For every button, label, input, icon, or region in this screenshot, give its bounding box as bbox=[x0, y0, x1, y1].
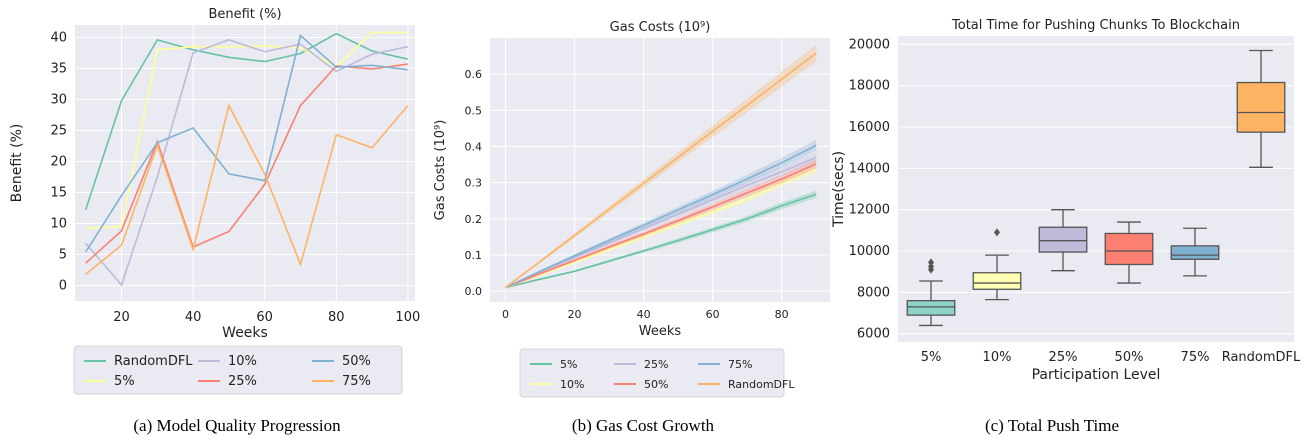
y-tick-label: 0.2 bbox=[465, 213, 483, 226]
y-tick-label: 0.1 bbox=[465, 249, 483, 262]
series-line bbox=[505, 168, 817, 289]
legend-label: RandomDFL bbox=[728, 378, 795, 391]
box-body bbox=[1236, 81, 1286, 133]
legend-label: 50% bbox=[644, 378, 668, 391]
legend-label: 10% bbox=[560, 378, 584, 391]
box-flier bbox=[928, 258, 934, 267]
x-tick-label: 10% bbox=[983, 350, 1012, 365]
series-line bbox=[84, 32, 408, 211]
y-axis-label: Benefit (%) bbox=[9, 124, 25, 203]
box-body bbox=[972, 272, 1022, 290]
x-tick-label: 40 bbox=[637, 308, 651, 321]
chart-2: (b) Gas Cost Growth Gas Costs (10⁹) 0.0 0.1… bbox=[433, 20, 830, 435]
y-tick-label: 35 bbox=[50, 61, 67, 76]
y-tick-label: 25 bbox=[50, 123, 67, 138]
legend-label: RandomDFL bbox=[114, 354, 193, 369]
y-tick-label: 40 bbox=[50, 30, 67, 45]
series-line bbox=[505, 193, 817, 289]
series-line bbox=[505, 163, 817, 289]
chart-caption: (a) Model Quality Progression bbox=[133, 416, 341, 435]
y-tick-label: 0.6 bbox=[465, 68, 483, 81]
chart-title: Total Time for Pushing Chunks To Blockch… bbox=[951, 18, 1240, 33]
series-band bbox=[505, 159, 817, 288]
x-tick-label: 25% bbox=[1049, 350, 1078, 365]
plot-area bbox=[898, 36, 1294, 342]
x-tick-label: 80 bbox=[328, 310, 345, 325]
chart-caption: (b) Gas Cost Growth bbox=[572, 416, 715, 435]
y-tick-label: 20 bbox=[50, 154, 67, 169]
box-body bbox=[1038, 226, 1088, 253]
x-axis-label: Weeks bbox=[222, 325, 268, 341]
x-tick-label: 100 bbox=[395, 310, 420, 325]
legend-label: 25% bbox=[644, 358, 668, 371]
chart-title: Benefit (%) bbox=[208, 7, 281, 22]
series-line bbox=[85, 63, 408, 264]
x-tick-label: 20 bbox=[113, 310, 130, 325]
x-tick-label: RandomDFL bbox=[1222, 350, 1301, 365]
x-tick-label: 50% bbox=[1115, 350, 1144, 365]
x-tick-label: 75% bbox=[1181, 350, 1210, 365]
y-tick-label: 6000 bbox=[857, 327, 890, 342]
y-tick-label: 18000 bbox=[849, 79, 890, 94]
x-tick-label: 40 bbox=[185, 310, 202, 325]
legend-label: 50% bbox=[342, 354, 371, 369]
y-tick-label: 0.0 bbox=[465, 285, 483, 298]
x-tick-label: 60 bbox=[706, 308, 720, 321]
x-tick-label: 80 bbox=[775, 308, 789, 321]
box-flier bbox=[928, 262, 934, 271]
y-tick-label: 14000 bbox=[849, 161, 890, 176]
legend-label: 5% bbox=[114, 374, 135, 389]
y-tick-label: 15 bbox=[50, 185, 67, 200]
y-tick-label: 10000 bbox=[849, 244, 890, 259]
box-body bbox=[906, 299, 956, 316]
legend-label: 25% bbox=[228, 374, 257, 389]
legend-label: 75% bbox=[728, 358, 752, 371]
y-tick-label: 0.5 bbox=[465, 104, 483, 117]
y-tick-label: 10 bbox=[50, 216, 67, 231]
series-band bbox=[505, 44, 817, 288]
chart-title: Gas Costs (10⁹) bbox=[610, 20, 711, 35]
y-tick-label: 20000 bbox=[849, 37, 890, 52]
x-tick-label: 0 bbox=[502, 308, 509, 321]
y-axis-label: Gas Costs (10⁹) bbox=[433, 120, 448, 221]
x-tick-label: 60 bbox=[256, 310, 273, 325]
y-tick-label: 12000 bbox=[849, 203, 890, 218]
chart-1: (a) Model Quality Progression Benefit (%)… bbox=[9, 7, 420, 435]
x-axis-label: Weeks bbox=[639, 324, 682, 339]
legend-label: 5% bbox=[560, 358, 577, 371]
y-axis-label: Time(secs) bbox=[831, 151, 847, 228]
y-tick-label: 8000 bbox=[857, 285, 890, 300]
chart-caption: (c) Total Push Time bbox=[985, 416, 1119, 435]
series-band bbox=[505, 139, 817, 288]
box-body bbox=[1104, 232, 1154, 266]
y-tick-label: 0.4 bbox=[465, 140, 483, 153]
series-line bbox=[85, 103, 409, 275]
y-tick-label: 5 bbox=[59, 247, 67, 262]
x-tick-label: 20 bbox=[568, 308, 582, 321]
series-line bbox=[505, 156, 817, 289]
y-tick-label: 30 bbox=[50, 92, 67, 107]
box-body bbox=[1170, 245, 1220, 260]
legend-label: 75% bbox=[342, 374, 371, 389]
series-line bbox=[505, 52, 817, 289]
series-line bbox=[505, 144, 817, 289]
legend-label: 10% bbox=[228, 354, 257, 369]
series-line bbox=[85, 34, 408, 253]
y-tick-label: 0.3 bbox=[465, 177, 483, 190]
box-flier bbox=[994, 228, 1000, 237]
chart-3: (c) Total Push Time Total Time for Pushin… bbox=[831, 18, 1301, 435]
series-line bbox=[85, 39, 408, 287]
x-axis-label: Participation Level bbox=[1032, 367, 1161, 383]
x-tick-label: 5% bbox=[921, 350, 942, 365]
y-tick-label: 0 bbox=[59, 278, 67, 293]
y-tick-label: 16000 bbox=[849, 120, 890, 135]
